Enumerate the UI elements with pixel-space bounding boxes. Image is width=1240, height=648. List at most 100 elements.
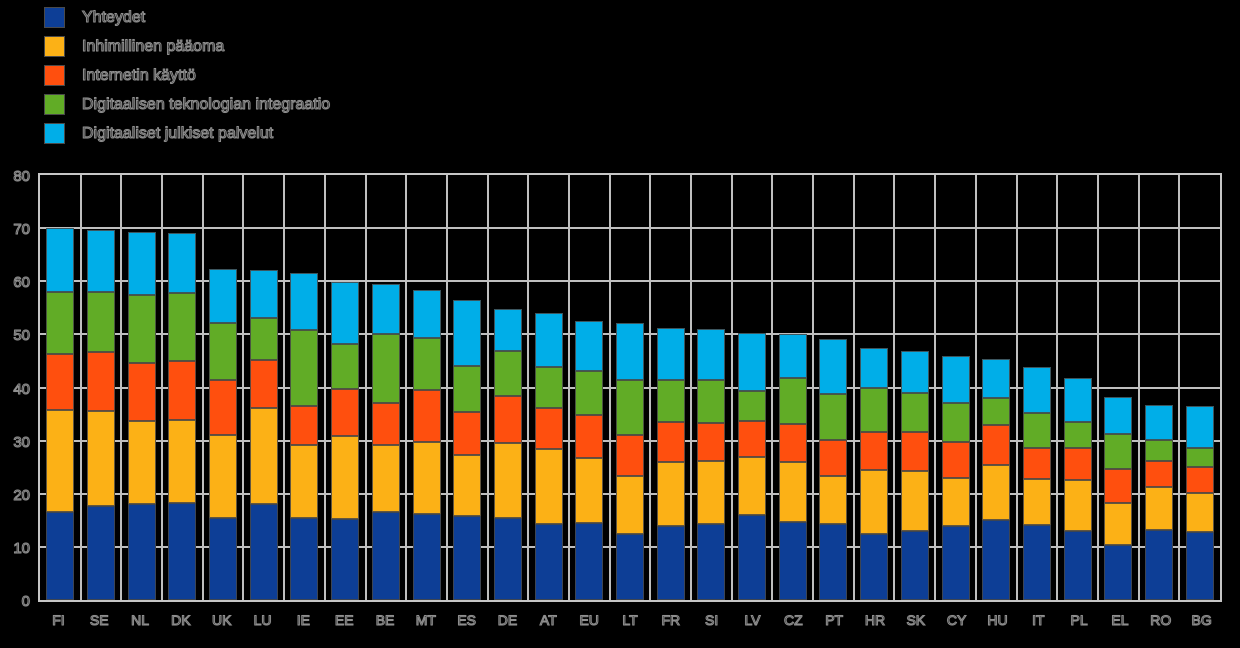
bar-segment	[860, 432, 889, 471]
bar-LT	[616, 323, 644, 600]
x-tick-label: EU	[579, 612, 599, 629]
bar-SE	[87, 230, 116, 600]
x-tick-label: IE	[296, 612, 310, 629]
bar-segment	[697, 422, 726, 461]
bar-segment	[1022, 447, 1051, 480]
bar-segment	[168, 233, 197, 294]
bar-segment	[860, 388, 889, 433]
bar-segment	[371, 444, 400, 513]
bar-segment	[1104, 503, 1133, 546]
bar-segment	[656, 379, 685, 423]
gridline-vertical	[974, 175, 977, 600]
bar-segment	[778, 423, 807, 463]
bar-segment	[290, 273, 319, 330]
bar-segment	[534, 449, 563, 525]
bar-segment	[331, 282, 360, 344]
bar-FI	[46, 228, 75, 600]
bar-segment	[1063, 378, 1092, 422]
bar-segment	[900, 470, 929, 531]
bar-HR	[860, 347, 889, 600]
gridline-vertical	[852, 175, 855, 600]
x-tick-label: MT	[415, 612, 436, 629]
bar-segment	[1185, 492, 1214, 532]
bar-segment	[249, 270, 278, 318]
bar-segment	[982, 358, 1011, 399]
bar-segment	[1022, 524, 1051, 600]
bar-segment	[616, 380, 644, 435]
bar-segment	[534, 313, 563, 367]
bar-segment	[453, 300, 482, 366]
bar-segment	[575, 522, 604, 600]
plot-area	[38, 173, 1222, 602]
bar-segment	[941, 478, 970, 527]
gridline-vertical	[527, 175, 530, 600]
bar-segment	[331, 343, 360, 389]
bar-segment	[656, 328, 685, 380]
legend-swatch-5	[45, 124, 64, 143]
bar-segment	[697, 380, 726, 423]
bar-segment	[697, 523, 726, 600]
bar-segment	[1144, 460, 1173, 487]
gridline-vertical	[690, 175, 693, 600]
bar-segment	[697, 329, 726, 381]
bar-segment	[860, 470, 889, 535]
bar-segment	[87, 230, 116, 293]
x-tick-label: AT	[539, 612, 557, 629]
bar-segment	[453, 365, 482, 413]
y-tick-label: 40	[13, 380, 31, 398]
gridline-horizontal	[40, 280, 1220, 283]
y-tick-label: 60	[13, 274, 31, 292]
bar-IE	[290, 273, 319, 600]
legend-item: Yhteydet	[45, 3, 330, 32]
x-tick-label: FR	[661, 612, 681, 629]
x-tick-label: EE	[334, 612, 354, 629]
bar-FR	[656, 328, 685, 600]
bar-segment	[616, 475, 644, 534]
y-tick-label: 10	[13, 539, 31, 557]
bar-IT	[1022, 366, 1051, 600]
bar-segment	[982, 520, 1011, 600]
x-tick-label: LV	[744, 612, 761, 629]
gridline-vertical	[1178, 175, 1181, 600]
bar-segment	[900, 530, 929, 600]
bar-segment	[819, 439, 848, 477]
bar-segment	[371, 512, 400, 600]
bar-CY	[941, 356, 970, 600]
bar-segment	[1144, 529, 1173, 600]
bar-segment	[738, 420, 767, 458]
gridline-vertical	[323, 175, 326, 600]
bar-segment	[1104, 469, 1133, 504]
gridline-vertical	[567, 175, 570, 600]
legend-label: Yhteydet	[81, 8, 146, 26]
y-tick-label: 50	[13, 327, 31, 345]
bar-segment	[412, 513, 441, 600]
x-tick-label: FI	[52, 612, 65, 629]
bar-segment	[738, 457, 767, 515]
bar-segment	[371, 284, 400, 334]
bar-segment	[290, 406, 319, 446]
bar-segment	[46, 354, 75, 411]
bar-segment	[127, 363, 156, 421]
x-tick-label: DK	[171, 612, 191, 629]
gridline-vertical	[1056, 175, 1059, 600]
bar-segment	[1144, 440, 1173, 461]
gridline-vertical	[405, 175, 408, 600]
y-tick-label: 0	[21, 593, 30, 611]
x-tick-label: EL	[1111, 612, 1129, 629]
x-tick-label: IT	[1032, 612, 1045, 629]
bar-segment	[371, 333, 400, 404]
bar-segment	[1104, 545, 1133, 600]
bar-segment	[860, 534, 889, 600]
bar-segment	[290, 329, 319, 407]
bar-segment	[87, 292, 116, 353]
bar-segment	[290, 445, 319, 519]
bar-ES	[453, 300, 482, 600]
bar-segment	[87, 410, 116, 506]
bar-segment	[371, 403, 400, 445]
x-tick-label: PL	[1070, 612, 1088, 629]
bar-segment	[1104, 434, 1133, 470]
gridline-vertical	[771, 175, 774, 600]
x-tick-label: HU	[987, 612, 1008, 629]
bar-segment	[941, 442, 970, 479]
bar-segment	[616, 533, 644, 600]
